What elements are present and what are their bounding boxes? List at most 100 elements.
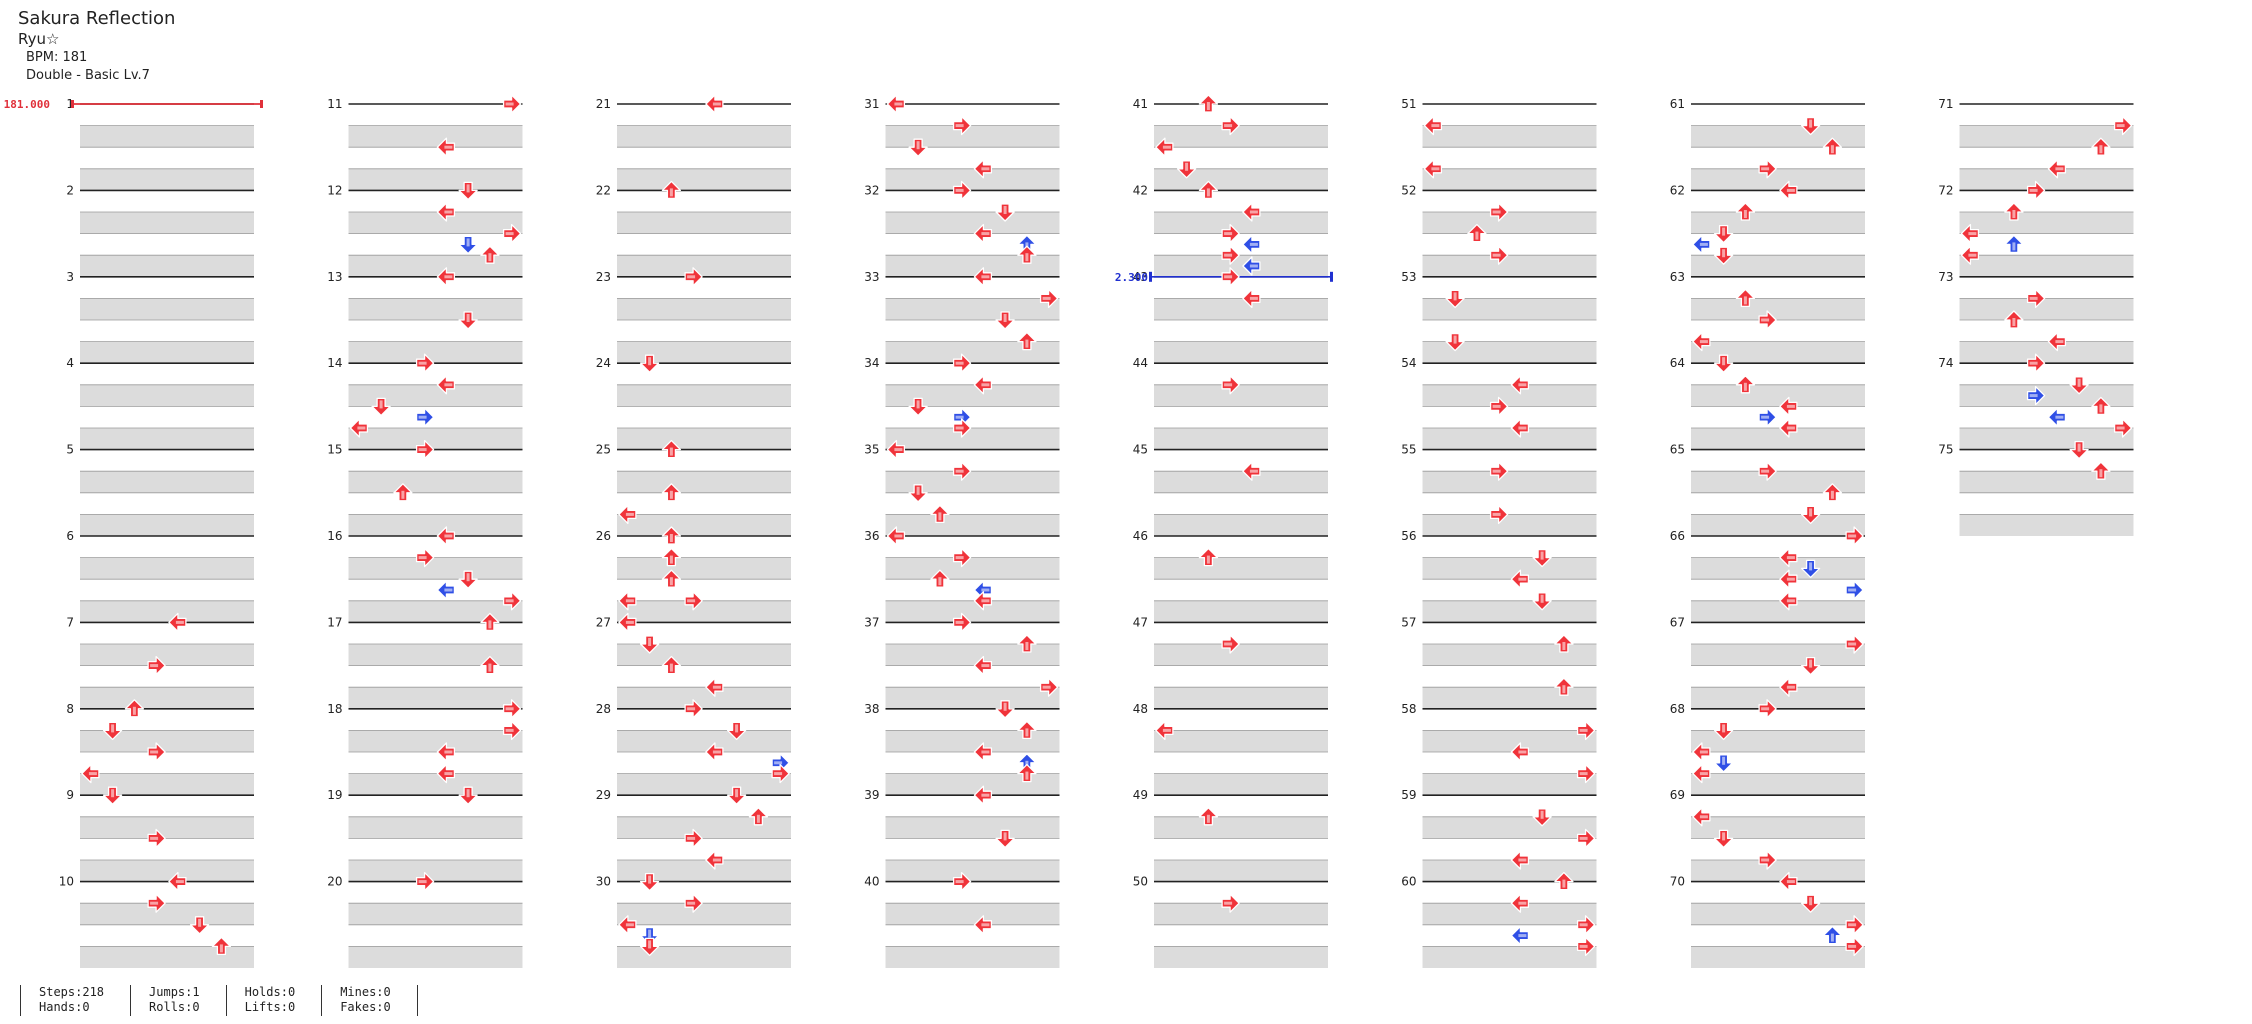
measure-41: 41 [1133, 97, 1328, 191]
arrow-right-icon [415, 407, 435, 427]
beat-band [1422, 428, 1597, 450]
arrow-left-icon [2047, 159, 2067, 179]
measure-number: 6 [66, 529, 74, 543]
measure-8: 8 [66, 702, 254, 796]
arrow-right-icon [1576, 936, 1596, 957]
arrow-right-icon [952, 180, 972, 201]
measure-number: 48 [1133, 702, 1148, 716]
beat-band [1691, 773, 1865, 796]
measure-number: 18 [327, 702, 342, 716]
measure-number: 41 [1133, 97, 1148, 111]
beat-band [348, 384, 523, 407]
beat-band [1691, 946, 1865, 968]
measure-number: 13 [327, 270, 342, 284]
arrow-right-icon [1576, 915, 1596, 935]
measure-24: 24 [596, 356, 791, 450]
arrow-right-icon [684, 893, 703, 913]
arrow-up-icon [393, 483, 413, 502]
measure-number: 17 [327, 615, 342, 629]
arrow-down-icon [1713, 354, 1734, 373]
arrow-left-icon [1779, 396, 1798, 417]
arrow-right-icon [1221, 115, 1240, 136]
arrow-left-icon [2047, 331, 2067, 352]
arrow-down-icon [1713, 721, 1734, 741]
arrow-down-icon [995, 829, 1015, 849]
beat-band [1154, 384, 1328, 407]
arrow-up-icon [661, 439, 682, 459]
measure-number: 5 [66, 443, 74, 457]
beat-band [1154, 687, 1328, 709]
measure-6: 6 [66, 529, 254, 623]
arrow-right-icon [952, 418, 972, 438]
arrow-up-icon [661, 547, 682, 567]
measure-number: 57 [1401, 615, 1416, 629]
beat-band [1959, 428, 2134, 450]
arrow-down-icon [995, 700, 1015, 719]
measure-number: 38 [864, 702, 879, 716]
beat-band [1422, 125, 1597, 148]
beat-band [1959, 168, 2134, 191]
arrow-left-icon [1960, 223, 1980, 244]
measure-number: 42 [1133, 183, 1148, 197]
beat-band [80, 471, 254, 493]
arrow-up-icon [661, 655, 682, 675]
measure-number: 62 [1670, 183, 1685, 197]
measure-13: 13 [327, 270, 523, 364]
stat-group-mines: Mines:0 Fakes:0 [321, 985, 417, 1016]
beat-band [348, 298, 523, 320]
arrow-left-icon [1779, 569, 1798, 589]
arrow-left-icon [1692, 331, 1711, 352]
beat-band [617, 212, 791, 234]
measure-7: 7 [66, 615, 254, 709]
measure-number: 3 [66, 270, 74, 284]
measure-49: 49 [1133, 788, 1328, 882]
measure-75: 75 [1938, 443, 2134, 536]
arrow-left-icon [1242, 234, 1261, 255]
measure-22: 22 [596, 183, 791, 277]
measure-number: 9 [66, 788, 74, 802]
beat-band [885, 946, 1060, 968]
beat-band [1154, 946, 1328, 968]
measure-number: 53 [1401, 270, 1416, 284]
arrow-down-icon [1713, 224, 1734, 244]
measure-15: 15 [327, 443, 523, 536]
arrow-up-icon [930, 504, 950, 524]
measure-number: 67 [1670, 615, 1685, 629]
measure-number: 28 [596, 702, 611, 716]
beat-band [1154, 557, 1328, 580]
arrow-left-icon [1510, 850, 1530, 870]
arrow-left-icon [168, 871, 187, 892]
arrow-right-icon [1576, 828, 1596, 849]
arrow-left-icon [1242, 288, 1261, 309]
measure-3: 3 [66, 270, 254, 364]
measure-number: 7 [66, 615, 74, 629]
arrow-up-icon [1017, 634, 1037, 653]
arrow-right-icon [147, 655, 166, 676]
arrow-left-icon [2047, 407, 2067, 427]
arrow-left-icon [168, 612, 187, 633]
measure-number: 40 [864, 875, 879, 889]
beat-band [885, 384, 1060, 407]
measure-16: 16 [327, 529, 523, 623]
beat-band [617, 514, 791, 536]
arrow-left-icon [436, 267, 456, 287]
arrow-up-icon [2004, 310, 2024, 329]
measure-26: 26 [596, 529, 791, 623]
arrow-left-icon [436, 202, 456, 222]
beat-band [617, 600, 791, 623]
arrow-right-icon [2026, 385, 2046, 406]
arrow-up-icon [2091, 461, 2111, 480]
beat-band [80, 255, 254, 277]
beat-band [1959, 384, 2134, 407]
measure-number: 66 [1670, 529, 1685, 543]
beat-band [348, 773, 523, 796]
beat-band [617, 687, 791, 709]
measure-4: 4 [66, 356, 254, 450]
arrow-down-icon [1713, 829, 1734, 849]
measure-number: 8 [66, 702, 74, 716]
measure-55: 55 [1401, 443, 1597, 536]
arrow-right-icon [1221, 634, 1240, 654]
step-chart: 1234567891011121314151617181920212223242… [4, 94, 2134, 968]
beat-band [1691, 298, 1865, 320]
measure-number: 70 [1670, 875, 1685, 889]
